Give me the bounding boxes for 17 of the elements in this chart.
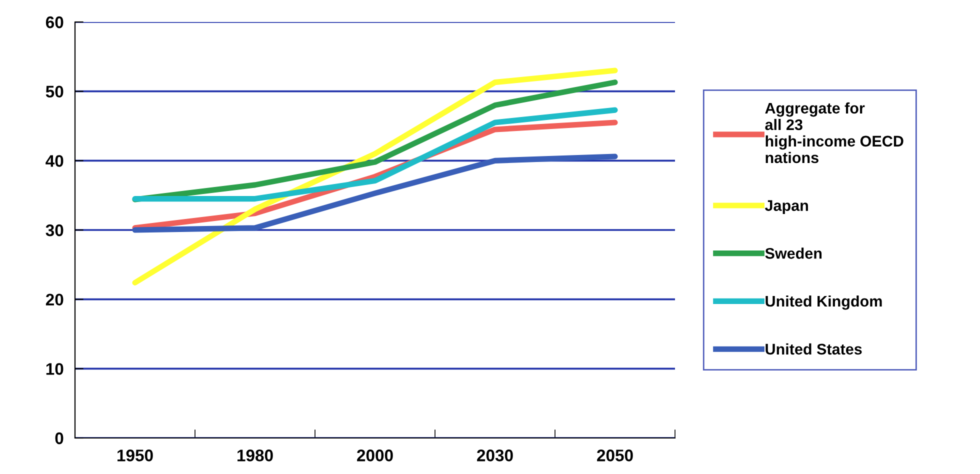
y-tick-label: 60 bbox=[46, 16, 64, 28]
y-tick-label: 30 bbox=[46, 224, 64, 236]
legend-label: United States bbox=[766, 343, 862, 355]
legend-label: Aggregate for all 23 high-income OECD nations bbox=[765, 102, 904, 164]
y-tick-label: 0 bbox=[55, 432, 64, 444]
y-tick-label: 20 bbox=[46, 294, 64, 306]
x-tick-label: 1950 bbox=[118, 450, 153, 462]
x-tick-label: 2050 bbox=[597, 450, 633, 462]
legend-label: Sweden bbox=[765, 248, 822, 259]
x-tick-label: 2030 bbox=[477, 450, 513, 462]
legend-label: Japan bbox=[764, 200, 808, 214]
legend-label: United Kingdom bbox=[766, 295, 882, 310]
y-tick-label: 50 bbox=[46, 86, 64, 98]
x-tick-label: 1980 bbox=[238, 450, 273, 462]
x-tick-label: 2000 bbox=[357, 450, 393, 462]
y-tick-label: 10 bbox=[46, 363, 64, 375]
y-tick-label: 40 bbox=[46, 155, 64, 167]
